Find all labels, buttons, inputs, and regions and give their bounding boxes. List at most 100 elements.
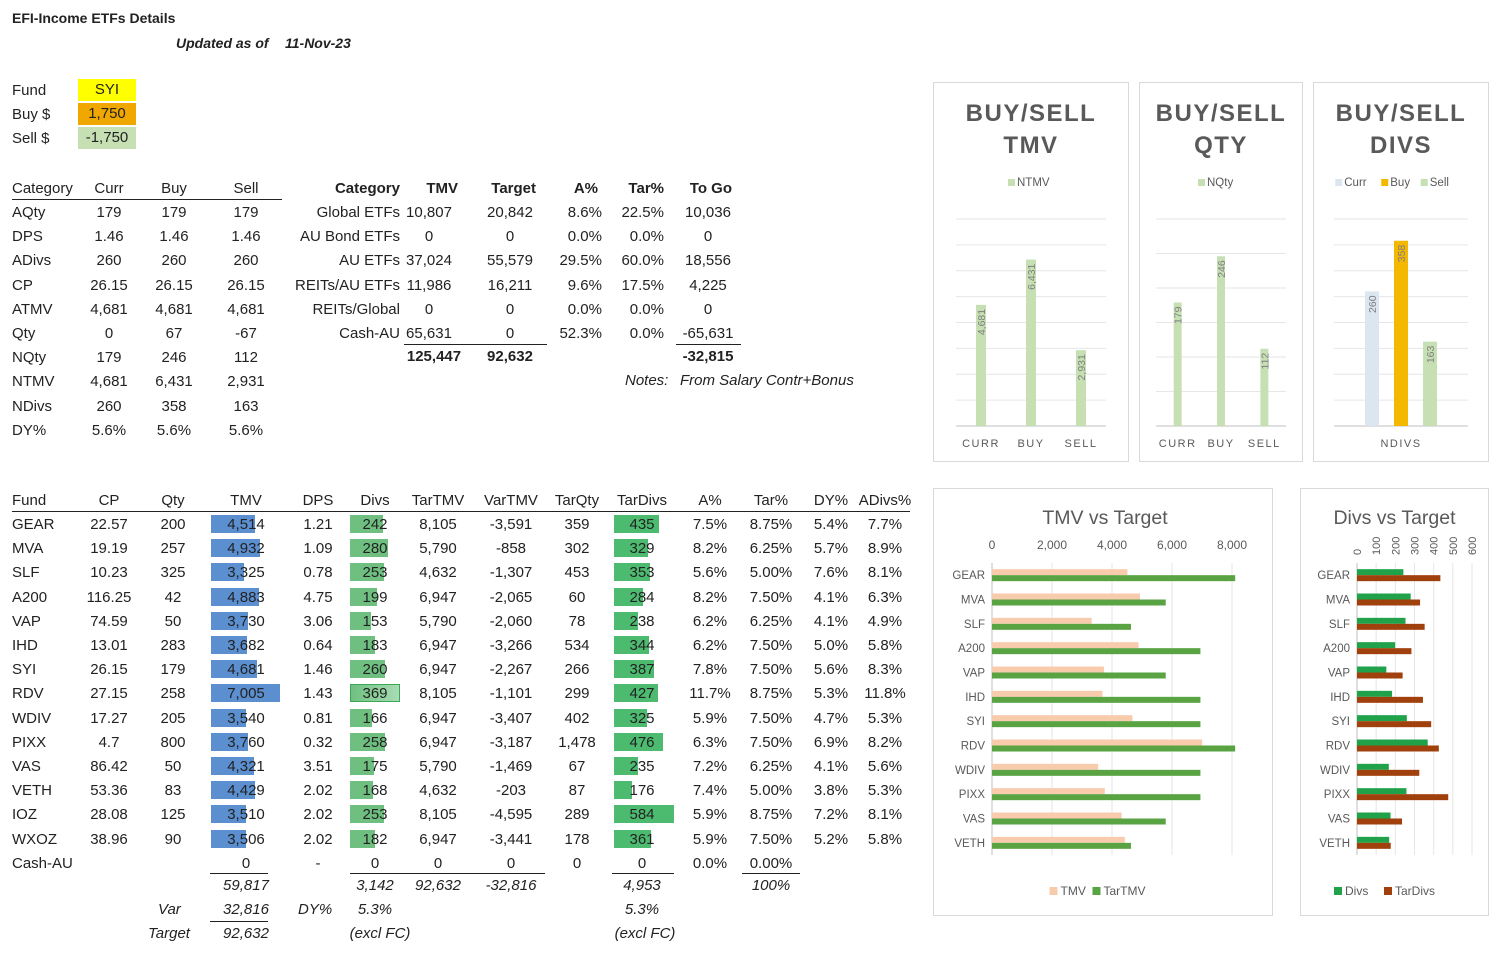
category-cell: 10,036 [685,204,731,221]
funds-cell: 800 [160,733,186,751]
buy-input-label: Buy $ [12,106,51,123]
funds-cell: 325 [629,709,655,727]
funds-cell: 5.6% [692,564,728,582]
category-cell: 0.0% [629,325,664,342]
funds-total-tmv: 59,817 [223,877,269,894]
bar-tmv [992,569,1128,576]
funds-cell: 4,632 [419,564,457,582]
funds-cell: 8,105 [419,516,457,533]
category-cell: 0.0% [629,228,664,246]
funds-cell: -1,307 [489,564,533,582]
funds-cell: 5,790 [419,758,457,775]
y-tick-label: VAP [1328,668,1350,680]
category-togo-divider [676,344,741,345]
chart-divs-vs-target-svg: Divs vs Target 0 100 200 300 400 500 600 GEAR MVA… [1317,507,1479,898]
funds-cell: 11.7% [689,685,731,703]
funds-total-vartmv: -32,816 [485,877,537,894]
sell-input-label: Sell $ [12,130,50,147]
dy-label: DY% [298,901,333,918]
y-tick-label: MVA [961,595,985,607]
funds-cell: 7.2% [813,806,849,824]
summary-cell: 4,681 [90,373,128,391]
buy-input[interactable]: 1,750 [78,103,136,125]
updated-label: Updated as of [176,35,269,51]
category-cell: 17.5% [621,276,664,294]
divs-databar [350,805,385,824]
bar-divs [1357,569,1404,576]
funds-cell: 7.50% [749,709,793,727]
funds-cell: 19.19 [90,540,128,558]
x-tick-label: 8,000 [1217,538,1247,552]
var-label: Var [158,901,181,918]
funds-cell: 7.50% [749,733,793,751]
funds-header-tartmv: TarTMV [411,492,465,509]
funds-cell: 4.1% [813,588,849,606]
funds-cell: - [315,854,321,872]
funds-cell: 3.8% [813,782,849,800]
funds-header-divs: Divs [360,492,390,509]
funds-cell: 427 [629,685,655,703]
tmv-databar [211,611,248,630]
legend-swatch [1092,887,1101,895]
tardivs-databar [614,781,633,800]
bar-tmv [992,739,1203,746]
funds-cell: 4,632 [419,782,457,800]
x-tick-label: BUY [1017,438,1044,450]
legend-swatch [1049,887,1058,895]
fund-input[interactable]: SYI [78,79,136,101]
target-value: 92,632 [223,925,269,942]
funds-cell: 402 [564,709,590,727]
bar-tmv [992,788,1105,795]
funds-cell: 283 [160,637,186,654]
data-label: 163 [1425,345,1437,363]
funds-cell: 8.3% [867,661,903,679]
y-tick-label: VETH [1319,838,1350,850]
funds-cell: 369 [362,685,388,703]
tmv-databar [211,539,260,558]
category-total-togo: -32,815 [682,348,734,365]
bar-tmv [992,812,1122,819]
funds-cell: -2,267 [489,661,533,679]
summary-header-curr: Curr [94,180,124,197]
funds-total-divider-tardivs [612,873,674,874]
funds-cell: 83 [164,782,182,800]
funds-cell: 22.57 [90,516,128,533]
funds-cell: 6.25% [749,540,793,558]
summary-row-label: ADivs [12,252,52,270]
funds-cell: 176 [629,782,655,800]
bar-tartmv [992,769,1201,776]
category-cell: 0 [505,325,515,342]
funds-cell: 5.3% [867,782,903,800]
funds-cell: 6,947 [419,588,457,606]
funds-row-label: Cash-AU [12,854,73,872]
summary-header-buy: Buy [161,180,187,197]
summary-cell: 260 [161,252,187,270]
funds-header-fund: Fund [12,492,47,509]
bar-ntmv [976,304,986,426]
category-cell: 0.0% [567,228,602,246]
category-header-target: Target [491,180,536,197]
data-label: 179 [1173,306,1185,324]
funds-cell: -2,065 [489,588,533,606]
divs-databar [350,684,400,703]
data-label: 6,431 [1026,263,1038,289]
tmv-databar [211,708,246,727]
funds-cell: 344 [629,637,655,654]
summary-header-sell: Sell [233,180,259,197]
funds-cell: 116.25 [86,588,132,606]
summary-cell: 179 [96,204,122,221]
category-cell: 0 [424,228,434,246]
tmv-databar [211,805,246,824]
funds-cell: 200 [160,516,186,533]
funds-header-tarqty: TarQty [554,492,600,509]
funds-cell: 4.1% [813,612,849,630]
data-label: 4,681 [976,309,988,335]
funds-cell: 302 [564,540,590,558]
category-cell: 60.0% [621,252,664,270]
divs-databar [350,636,375,654]
sell-input[interactable]: -1,750 [78,127,136,149]
y-tick-label: MVA [1326,595,1350,607]
bar-divs [1357,763,1389,770]
funds-cell: -1,101 [489,685,533,703]
summary-cell: 112 [234,349,258,367]
